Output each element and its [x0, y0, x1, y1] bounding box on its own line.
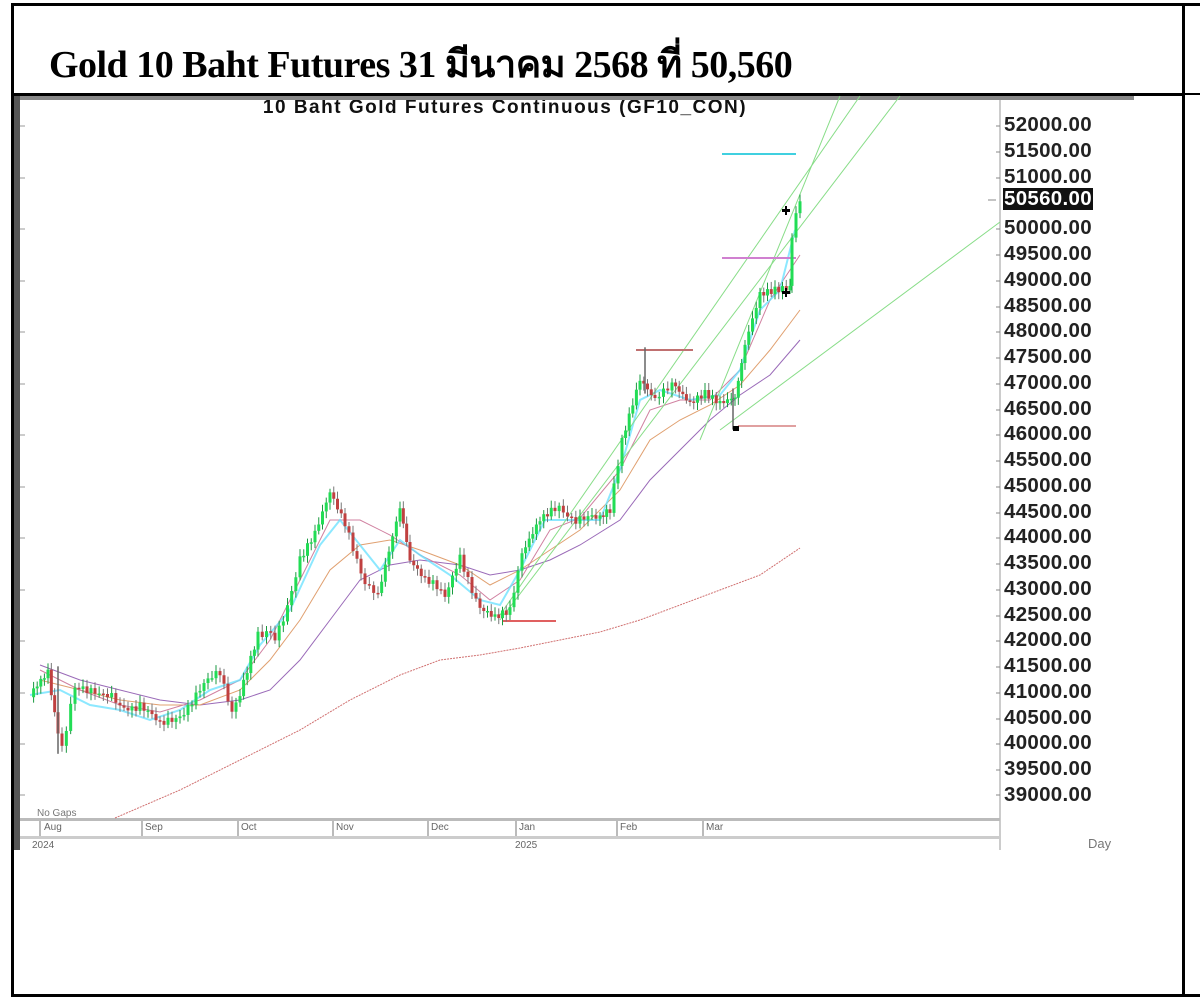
month-separators [39, 821, 704, 836]
very-fast-ma-line [29, 229, 796, 722]
right-ticks [988, 125, 1000, 796]
y-label: 42000.00 [1004, 628, 1092, 651]
y-label: 47000.00 [1004, 371, 1092, 394]
no-gaps-label: No Gaps [37, 808, 77, 819]
y-label: 44500.00 [1004, 500, 1092, 523]
long-term-ma-line [114, 547, 801, 819]
y-label: 48000.00 [1004, 319, 1092, 342]
y-label: 43500.00 [1004, 551, 1092, 574]
last-price-label: 50560.00 [1003, 187, 1093, 210]
y-label: 41000.00 [1004, 680, 1092, 703]
upper-trendline-2 [499, 95, 901, 621]
x-axis-bottom-band [20, 836, 1000, 839]
x-month-label: Nov [336, 822, 354, 833]
y-label: 45000.00 [1004, 474, 1092, 497]
x-month-label: Feb [620, 822, 638, 833]
y-label: 45500.00 [1004, 448, 1092, 471]
left-ticks [20, 125, 25, 796]
price-bars [32, 194, 802, 754]
y-label: 44000.00 [1004, 525, 1092, 548]
x-month-label: Oct [241, 822, 257, 833]
y-label: 40000.00 [1004, 731, 1092, 754]
pivot-markers [733, 206, 790, 431]
x-month-label: Aug [44, 822, 62, 833]
x-year-label: 2025 [515, 840, 538, 851]
page-title: Gold 10 Baht Futures 31 มีนาคม 2568 ที่ … [49, 44, 793, 86]
outer-frame-right-column [1185, 3, 1200, 997]
lower-trendline [719, 221, 1001, 431]
y-label: 43000.00 [1004, 577, 1092, 600]
x-month-label: Jan [519, 822, 536, 833]
y-label: 39000.00 [1004, 783, 1092, 806]
y-label: 39500.00 [1004, 757, 1092, 780]
title-row-divider [1185, 93, 1200, 95]
y-label: 51500.00 [1004, 139, 1092, 162]
fast-ma-line [39, 254, 801, 713]
y-label: 41500.00 [1004, 654, 1092, 677]
chart-top-border [14, 96, 1134, 100]
y-label: 46500.00 [1004, 397, 1092, 420]
left-axis-bar [14, 96, 20, 850]
title-row: Gold 10 Baht Futures 31 มีนาคม 2568 ที่ … [11, 3, 1185, 96]
x-month-label: Dec [431, 822, 449, 833]
mid-ma-line [39, 309, 801, 706]
y-label: 51000.00 [1004, 165, 1092, 188]
y-label: 42500.00 [1004, 603, 1092, 626]
y-label: 46000.00 [1004, 422, 1092, 445]
channel-line [699, 95, 841, 441]
slow-ma-line [39, 339, 801, 706]
trend-channel [499, 95, 1001, 621]
y-label: 49500.00 [1004, 242, 1092, 265]
outer-frame [11, 3, 1185, 997]
x-axis-top-band [20, 818, 1000, 821]
y-label: 52000.00 [1004, 113, 1092, 136]
periodicity-label: Day [1088, 836, 1112, 851]
x-month-label: Mar [706, 822, 724, 833]
y-label: 40500.00 [1004, 706, 1092, 729]
chart-title: 10 Baht Gold Futures Continuous (GF10_CO… [262, 97, 748, 118]
upper-trendline [499, 95, 861, 616]
y-label: 49000.00 [1004, 268, 1092, 291]
y-label: 47500.00 [1004, 345, 1092, 368]
x-month-label: Sep [145, 822, 163, 833]
y-label: 50000.00 [1004, 216, 1092, 239]
x-year-label: 2024 [32, 840, 55, 851]
y-label: 48500.00 [1004, 294, 1092, 317]
